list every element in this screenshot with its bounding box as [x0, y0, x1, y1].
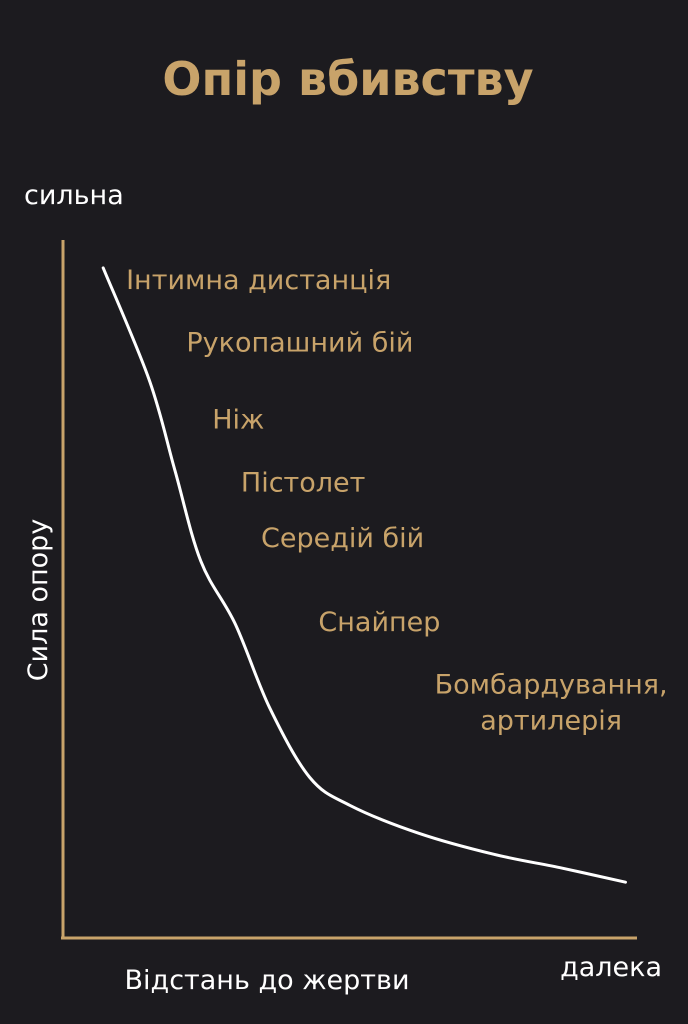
curve-annotation-6-line-1: артилерія	[480, 706, 622, 737]
curve-annotation-6-line-0: Бомбардування,	[435, 670, 668, 701]
curve-annotations: Інтимна дистанція Рукопашний бій Ніж Пістол…	[126, 265, 667, 737]
chart-title: Опір вбивству	[162, 52, 533, 106]
y-axis-top-label: сильна	[24, 180, 124, 211]
curve-annotation-0: Інтимна дистанція	[126, 265, 391, 296]
x-axis-title: Відстань до жертви	[125, 965, 410, 996]
curve-annotation-6: Бомбардування, артилерія	[435, 670, 668, 737]
resistance-curve-line	[101, 266, 627, 884]
curve-annotation-1: Рукопашний бій	[186, 328, 413, 359]
curve-annotation-4: Середій бій	[261, 523, 424, 554]
y-axis-title: Сила опору	[23, 519, 54, 682]
x-axis-right-label: далека	[560, 952, 662, 983]
curve-annotation-2: Ніж	[212, 405, 264, 436]
curve-annotation-5: Снайпер	[318, 607, 440, 638]
curve-annotation-3: Пістолет	[241, 467, 366, 498]
